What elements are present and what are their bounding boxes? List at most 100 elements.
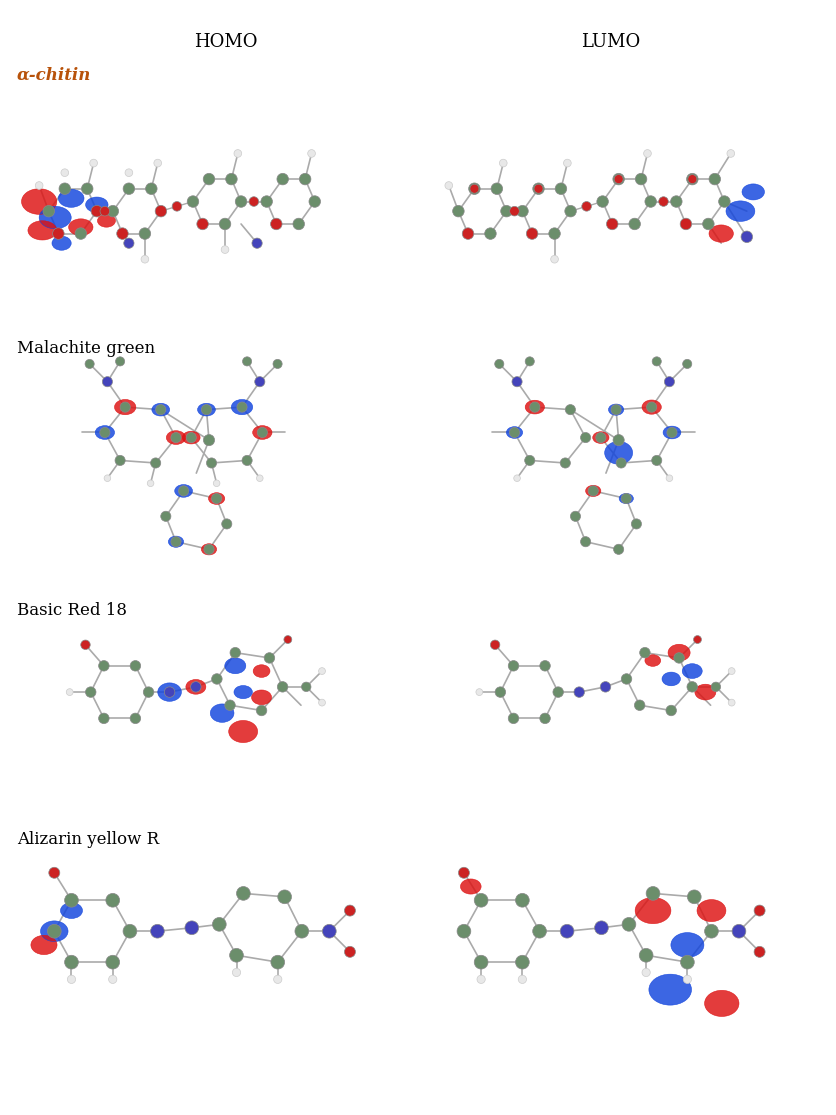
Circle shape (732, 924, 746, 938)
Circle shape (666, 475, 673, 482)
Circle shape (580, 536, 591, 546)
Circle shape (683, 359, 691, 368)
Ellipse shape (158, 682, 181, 701)
Ellipse shape (663, 426, 681, 439)
Circle shape (702, 219, 714, 230)
Circle shape (509, 427, 520, 437)
Circle shape (261, 196, 273, 207)
Ellipse shape (525, 400, 544, 414)
Circle shape (548, 227, 560, 240)
Circle shape (631, 518, 641, 529)
Circle shape (150, 458, 161, 468)
Circle shape (551, 255, 558, 263)
Circle shape (686, 173, 698, 185)
Ellipse shape (175, 485, 192, 497)
Circle shape (533, 183, 544, 194)
Ellipse shape (31, 935, 57, 954)
Circle shape (344, 947, 355, 958)
Circle shape (711, 682, 721, 691)
Circle shape (212, 673, 222, 685)
Ellipse shape (253, 665, 270, 678)
Circle shape (68, 976, 75, 983)
Circle shape (474, 893, 488, 908)
Circle shape (48, 924, 61, 938)
Circle shape (533, 924, 547, 938)
Circle shape (185, 921, 199, 934)
Circle shape (117, 227, 128, 240)
Circle shape (457, 924, 471, 938)
Ellipse shape (115, 399, 136, 415)
Circle shape (754, 947, 765, 958)
Ellipse shape (40, 921, 68, 941)
Circle shape (89, 159, 98, 167)
Ellipse shape (645, 655, 660, 667)
Circle shape (683, 976, 691, 983)
Circle shape (319, 668, 325, 675)
Circle shape (278, 681, 288, 692)
Circle shape (694, 636, 701, 643)
Circle shape (147, 479, 154, 486)
Circle shape (611, 405, 621, 415)
Text: Basic Red 18: Basic Red 18 (17, 602, 127, 619)
Circle shape (155, 405, 166, 415)
Circle shape (99, 660, 110, 671)
Circle shape (555, 183, 567, 194)
Circle shape (75, 227, 87, 240)
Circle shape (594, 921, 609, 934)
Circle shape (616, 458, 626, 468)
Ellipse shape (705, 990, 739, 1017)
Circle shape (104, 475, 110, 482)
Circle shape (485, 227, 497, 240)
Circle shape (635, 700, 645, 710)
Ellipse shape (742, 184, 764, 200)
Circle shape (741, 231, 752, 243)
Circle shape (232, 968, 241, 977)
Circle shape (155, 205, 166, 217)
Ellipse shape (461, 879, 482, 894)
Circle shape (234, 149, 242, 157)
Circle shape (462, 227, 474, 240)
Circle shape (319, 699, 325, 706)
Circle shape (212, 918, 227, 931)
Circle shape (293, 219, 304, 230)
Circle shape (589, 486, 599, 496)
Circle shape (670, 196, 682, 207)
Ellipse shape (211, 704, 234, 723)
Circle shape (517, 205, 528, 217)
Circle shape (470, 184, 479, 193)
Ellipse shape (252, 690, 272, 705)
Ellipse shape (609, 404, 624, 415)
Ellipse shape (182, 432, 200, 444)
Ellipse shape (98, 214, 115, 227)
Circle shape (102, 377, 113, 387)
Ellipse shape (28, 221, 57, 240)
Circle shape (688, 175, 697, 184)
Circle shape (43, 205, 54, 217)
Circle shape (508, 660, 519, 671)
Text: LUMO: LUMO (581, 33, 640, 51)
Ellipse shape (642, 400, 661, 414)
Circle shape (652, 357, 661, 366)
Circle shape (252, 239, 263, 249)
Circle shape (614, 544, 624, 554)
Circle shape (622, 918, 636, 931)
Ellipse shape (225, 658, 246, 673)
Ellipse shape (709, 225, 733, 242)
Circle shape (145, 183, 157, 194)
Circle shape (124, 239, 134, 249)
Circle shape (516, 893, 529, 908)
Circle shape (141, 255, 149, 263)
Circle shape (613, 435, 624, 446)
Circle shape (91, 205, 103, 217)
Circle shape (242, 357, 252, 366)
Circle shape (527, 227, 538, 240)
Circle shape (130, 714, 140, 724)
Circle shape (644, 149, 651, 157)
Circle shape (179, 486, 189, 496)
Ellipse shape (168, 536, 184, 547)
Circle shape (666, 706, 676, 716)
Circle shape (53, 227, 64, 240)
Ellipse shape (59, 190, 84, 207)
Circle shape (563, 159, 571, 167)
Circle shape (477, 976, 485, 983)
